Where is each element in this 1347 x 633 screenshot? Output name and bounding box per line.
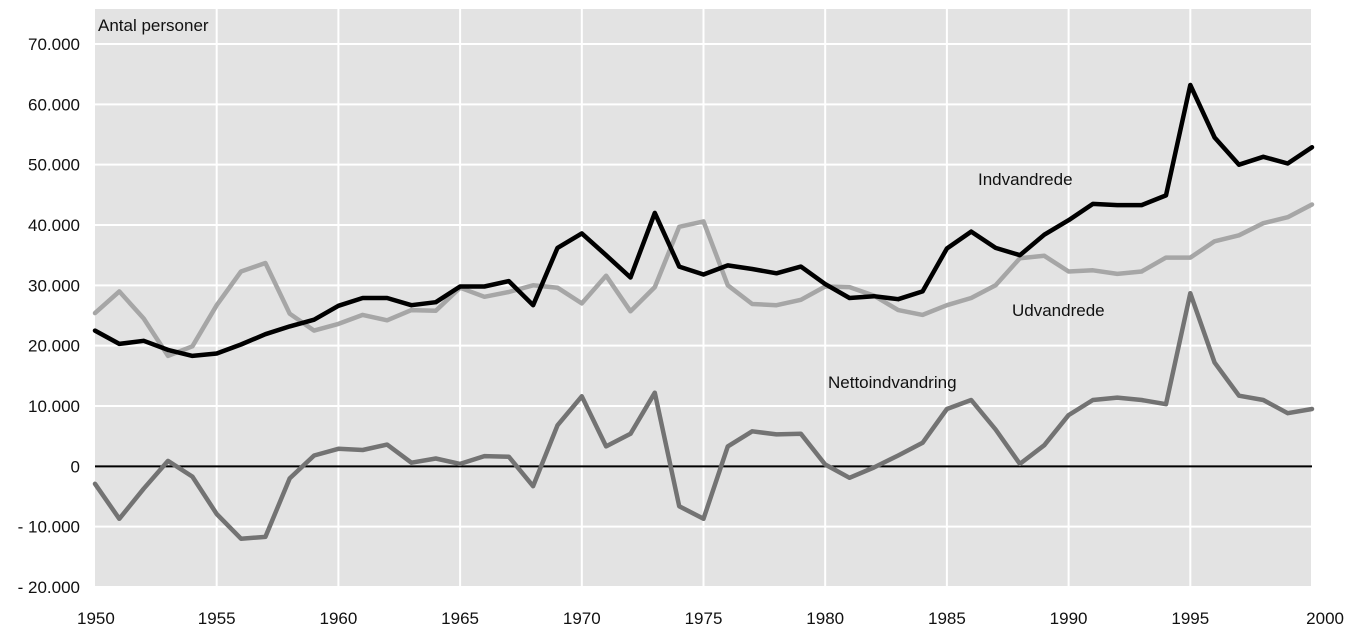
y-tick-label: - 10.000 (18, 518, 80, 537)
x-tick-label: 1970 (563, 609, 601, 628)
x-tick-label: 1975 (685, 609, 723, 628)
y-tick-label: 40.000 (28, 216, 80, 235)
series-line-udvandrede (92, 202, 1315, 359)
x-tick-label: 1995 (1171, 609, 1209, 628)
x-tick-label: 1965 (441, 609, 479, 628)
y-tick-label: 30.000 (28, 276, 80, 295)
x-axis-ticks: 1950 1955 1960 1965 1970 1975 1980 1985 1990 1995… (77, 609, 1344, 628)
y-tick-label: 70.000 (28, 35, 80, 54)
y-tick-label: 60.000 (28, 95, 80, 114)
x-tick-label: 1960 (319, 609, 357, 628)
series-label-indvandrede: Indvandrede (978, 170, 1073, 189)
y-axis-ticks: - 20.000 - 10.000 0 10.000 20.000 30.000 40.00… (18, 35, 80, 597)
series-line-nettoindvandring (92, 290, 1315, 541)
x-tick-label: 1955 (198, 609, 236, 628)
y-tick-label: 50.000 (28, 156, 80, 175)
y-tick-label: 20.000 (28, 337, 80, 356)
x-tick-label: 1985 (928, 609, 966, 628)
series-lines (92, 82, 1315, 541)
y-tick-label: 10.000 (28, 397, 80, 416)
y-tick-label: - 20.000 (18, 578, 80, 597)
series-label-nettoindvandring: Nettoindvandring (828, 373, 957, 392)
series-label-udvandrede: Udvandrede (1012, 301, 1105, 320)
x-tick-label: 1950 (77, 609, 115, 628)
series-line-indvandrede (92, 82, 1315, 359)
y-tick-label: 0 (71, 457, 80, 476)
x-tick-label: 1980 (806, 609, 844, 628)
x-tick-label: 2000 (1306, 609, 1344, 628)
y-axis-label: Antal personer (98, 16, 209, 35)
x-tick-label: 1990 (1050, 609, 1088, 628)
gridlines (95, 9, 1313, 588)
